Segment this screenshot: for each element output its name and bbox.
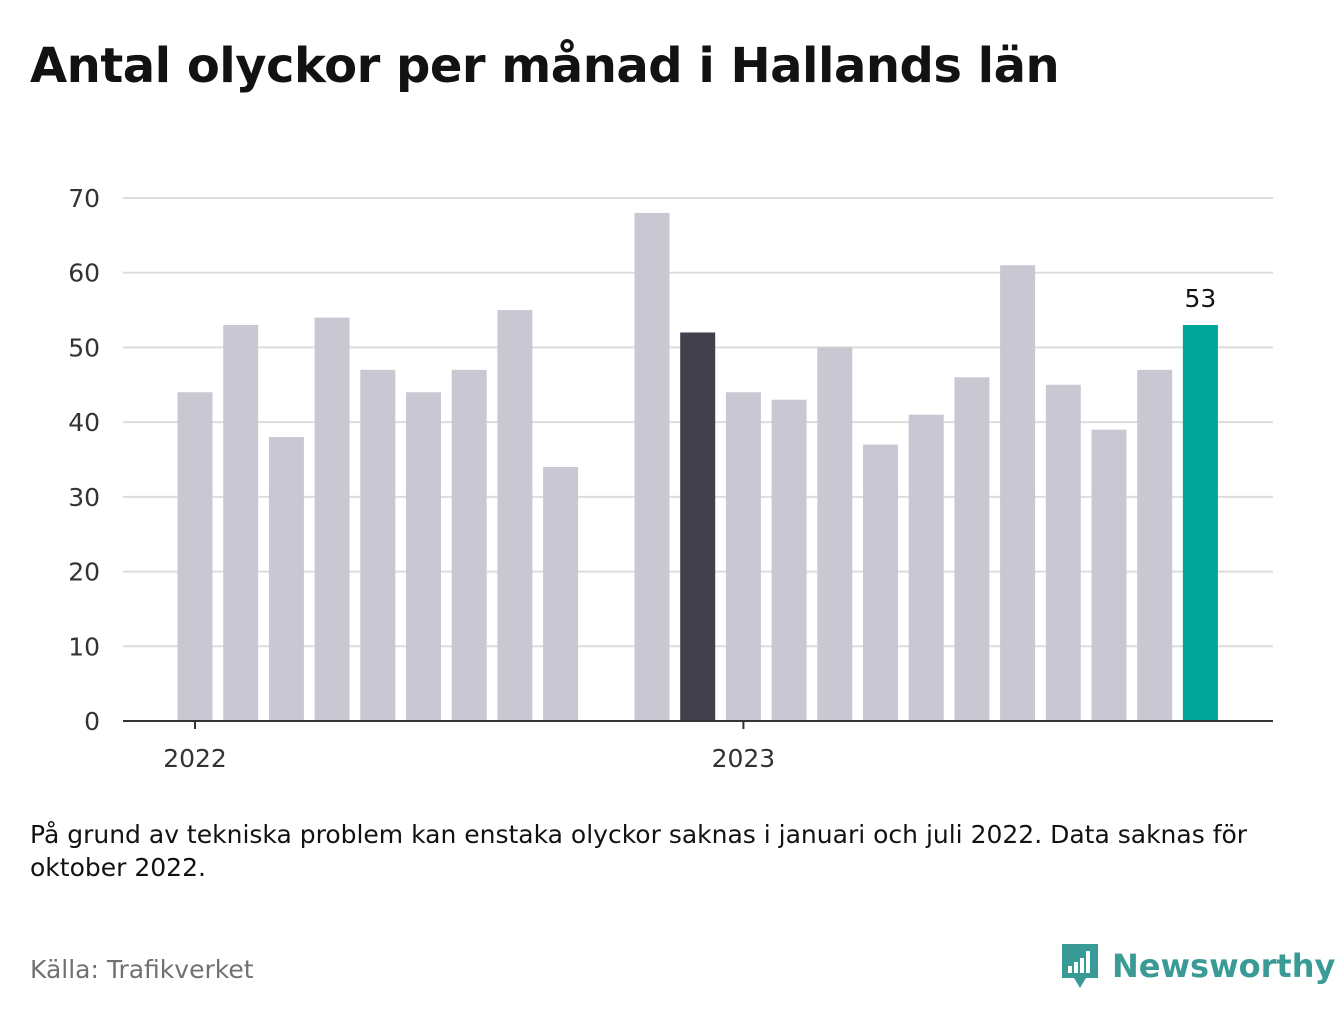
bar-2023-09: [1091, 429, 1127, 721]
data-labels: 53: [1184, 284, 1216, 313]
bar-2023-06: [954, 377, 990, 721]
brand-logo[interactable]: Newsworthy: [1060, 942, 1335, 990]
bar-2022-05: [360, 369, 396, 721]
bars: [177, 212, 1218, 721]
bar-2022-09: [543, 466, 579, 721]
bar-2023-10: [1137, 369, 1173, 721]
bar-2022-08: [497, 310, 533, 721]
newsworthy-logo-icon: [1062, 944, 1098, 988]
y-tick-label: 70: [68, 184, 100, 213]
y-tick-label: 60: [68, 259, 100, 288]
y-tick-label: 10: [68, 632, 100, 661]
x-tick-label: 2022: [163, 744, 227, 773]
bar-chart: 0 10 20 30 40 50 60 70 2022 2023 53: [68, 184, 1273, 773]
bar-2023-07: [1000, 265, 1036, 721]
bar-2023-04: [863, 444, 898, 721]
y-axis-ticks: 0 10 20 30 40 50 60 70: [68, 184, 100, 736]
bar-2023-11: [1182, 325, 1218, 721]
y-tick-label: 20: [68, 558, 100, 587]
bar-2023-05: [908, 414, 944, 721]
y-tick-label: 40: [68, 408, 100, 437]
bar-2023-08: [1045, 384, 1081, 721]
chart-note: På grund av tekniska problem kan enstaka…: [30, 820, 1248, 882]
bar-2022-06: [406, 392, 441, 721]
chart-title: Antal olyckor per månad i Hallands län: [30, 38, 1060, 94]
y-tick-label: 50: [68, 333, 100, 362]
y-tick-label: 0: [84, 707, 100, 736]
bar-2023-03: [817, 347, 853, 721]
x-tick-label: 2023: [712, 744, 776, 773]
bar-2022-01: [177, 392, 213, 721]
bar-2022-11: [634, 212, 670, 721]
bar-2022-02: [223, 325, 259, 721]
source-text: Källa: Trafikverket: [30, 955, 254, 984]
bar-2022-04: [314, 317, 350, 721]
bar-2023-02: [771, 399, 807, 721]
latest-value-label: 53: [1184, 284, 1216, 313]
x-axis: 2022 2023: [123, 720, 1273, 773]
bar-2022-03: [268, 437, 304, 721]
bar-2023-01: [725, 392, 761, 721]
bar-2022-12: [680, 332, 716, 721]
bar-2022-07: [451, 369, 487, 721]
brand-name: Newsworthy: [1112, 947, 1336, 985]
y-tick-label: 30: [68, 483, 100, 512]
